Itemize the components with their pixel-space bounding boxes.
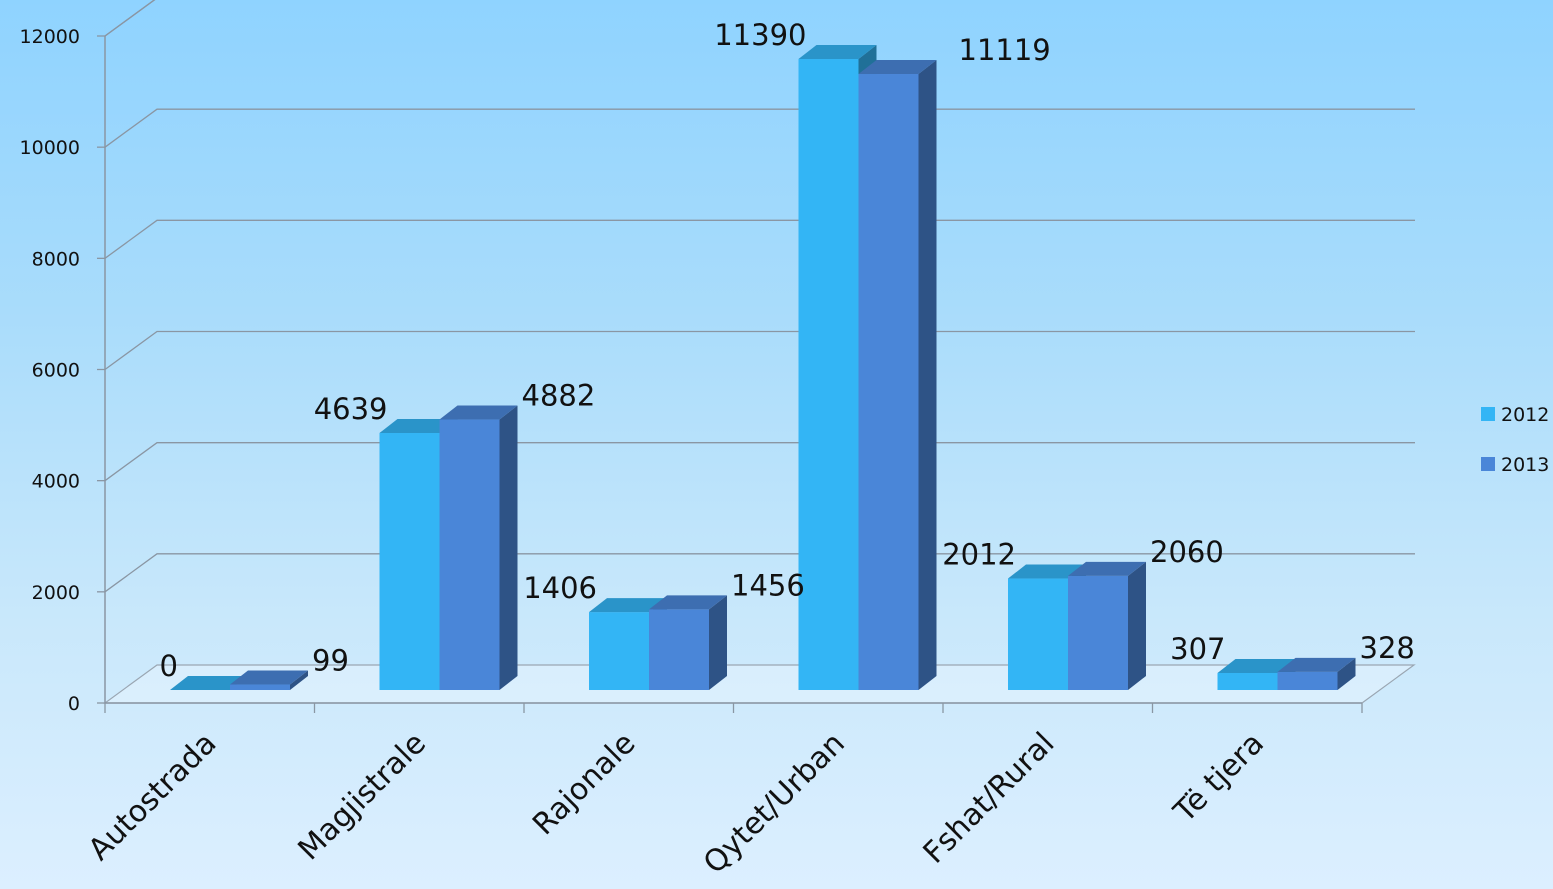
y-tick-label: 2000 — [32, 582, 80, 604]
x-tick-label: Fshat/Rural — [917, 726, 1062, 871]
bar-2012-top — [798, 45, 877, 59]
gridline — [104, 442, 1415, 482]
bar-2013-top — [230, 670, 308, 685]
bar-2013-front — [230, 684, 290, 690]
bar-2013-side — [1337, 657, 1356, 690]
data-label-2012: 4639 — [314, 392, 388, 426]
bar-2013-front — [649, 609, 709, 690]
bar-2013-side — [499, 405, 518, 690]
x-tick-label: Rajonale — [526, 726, 642, 842]
data-label-2012: 2012 — [942, 538, 1016, 572]
data-label-2013: 11119 — [959, 33, 1051, 67]
bar-2013-side — [918, 60, 937, 691]
bar-2012-top — [1217, 658, 1296, 673]
gridline — [104, 330, 1415, 371]
bar-2012-front — [379, 433, 440, 690]
legend-label-2013: 2013 — [1501, 454, 1549, 476]
legend-swatch-2012 — [1481, 407, 1495, 421]
bar-2013-top — [649, 595, 727, 610]
bar-2013-side — [709, 595, 727, 690]
x-tick-label: Autostrada — [82, 726, 224, 868]
bar-2013-front — [1068, 575, 1128, 690]
bar-2013-side — [1128, 561, 1146, 690]
legend: 2012 2013 — [1481, 404, 1549, 476]
gridline — [104, 108, 1415, 148]
x-tick-label: Të tjera — [1167, 726, 1271, 830]
legend-swatch-2013 — [1481, 457, 1495, 471]
data-label-2013: 1456 — [731, 568, 805, 602]
bar-2012-front — [1008, 578, 1068, 690]
data-label-2012: 307 — [1170, 632, 1225, 666]
y-axis-depth — [104, 0, 156, 37]
y-tick-label: 4000 — [32, 471, 80, 493]
y-tick-label: 12000 — [20, 26, 80, 48]
y-tick-label: 10000 — [20, 137, 80, 159]
data-label-2013: 4882 — [522, 379, 596, 413]
bar-2013-front — [858, 74, 919, 691]
bar-2013-top — [439, 405, 518, 420]
bar-2012-top — [1008, 564, 1086, 579]
y-tick-label: 8000 — [32, 248, 80, 270]
x-tick-label: Magjistrale — [292, 726, 433, 867]
bar-2013-top — [1068, 561, 1146, 576]
legend-label-2012: 2012 — [1501, 404, 1549, 426]
data-label-2013: 2060 — [1150, 535, 1224, 569]
bar-2012-top — [589, 598, 667, 613]
bar-2012-top — [170, 676, 248, 690]
data-label-2012: 1406 — [523, 571, 597, 605]
bar-2013-front — [439, 419, 500, 690]
data-label-2012: 11390 — [714, 18, 806, 52]
data-label-2013: 99 — [312, 644, 349, 678]
y-tick-label: 0 — [68, 693, 80, 715]
bar-2013-top — [1277, 657, 1356, 672]
data-labels: 0 99 4639 4882 1406 1456 11390 11119 2012 2060 307… — [160, 18, 1415, 683]
data-label-2013: 328 — [1360, 631, 1415, 665]
bar-2012-front — [589, 612, 649, 690]
x-tick-label: Qytet/Urban — [697, 726, 852, 881]
gridline — [104, 219, 1415, 259]
bars — [170, 45, 1356, 691]
y-tick-label: 6000 — [32, 360, 80, 382]
data-label-2012: 0 — [160, 649, 178, 683]
bar-2012-front — [1217, 672, 1278, 690]
axes: 0 2000 4000 6000 8000 10000 12000 Autostrada Mag… — [20, 0, 1363, 881]
bar-2013-side — [290, 670, 308, 690]
bar-2012-front — [798, 59, 859, 690]
bar-2013-top — [858, 60, 937, 75]
bar-2012-top — [379, 419, 458, 434]
bar-2013-front — [1277, 671, 1338, 690]
gridline — [104, 553, 1415, 593]
